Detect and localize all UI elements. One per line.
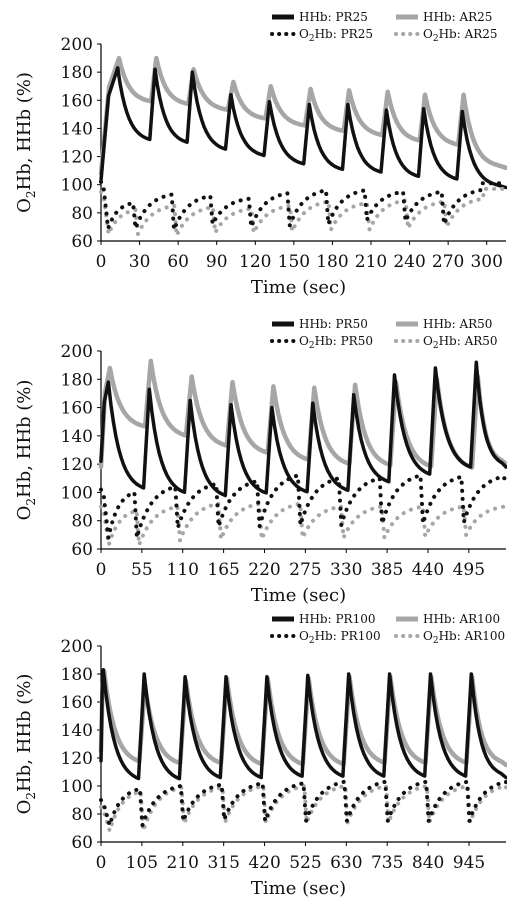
x-tick-label: 110 xyxy=(167,560,199,580)
y-tick-label: 60 xyxy=(71,540,93,560)
legend-label: HHb: PR25 xyxy=(299,10,368,24)
x-tick-label: 0 xyxy=(96,560,107,580)
x-tick-label: 210 xyxy=(167,853,199,873)
y-tick-label: 120 xyxy=(61,749,93,769)
series-line-hhb-ar50 xyxy=(98,358,507,470)
y-tick-label: 160 xyxy=(61,399,93,419)
y-tick-label: 60 xyxy=(71,232,93,252)
x-tick-label: 495 xyxy=(453,560,485,580)
series-line-hhb-pr50 xyxy=(99,360,507,498)
x-tick-label: 330 xyxy=(330,560,362,580)
x-tick-label: 385 xyxy=(371,560,403,580)
x-tick-label: 165 xyxy=(207,560,239,580)
legend-label: O2Hb: AR25 xyxy=(423,27,498,44)
y-tick-label: 100 xyxy=(61,483,93,503)
series-line-o2hb-pr25 xyxy=(99,179,507,232)
y-tick-label: 60 xyxy=(71,833,93,853)
legend: HHb: PR25 HHb: AR25 O2Hb: PR25 O2Hb: AR25 xyxy=(270,10,498,44)
x-tick-label: 55 xyxy=(131,560,153,580)
y-tick-label: 80 xyxy=(71,512,93,532)
series-line-o2hb-ar100 xyxy=(99,784,507,833)
legend-label: HHb: PR50 xyxy=(299,317,368,331)
x-tick-label: 315 xyxy=(207,853,239,873)
legend-label: HHb: AR25 xyxy=(423,10,492,24)
chart-panel-3: 60 80 100 120 140 160 180 200 0 105 210 315 420 525 63… xyxy=(14,612,507,899)
chart-panel-2: 60 80 100 120 140 160 180 200 0 55 110 165 220 275 330… xyxy=(14,317,507,606)
x-tick-label: 90 xyxy=(206,252,228,272)
legend-label: HHb: AR100 xyxy=(423,612,500,626)
x-tick-label: 220 xyxy=(248,560,280,580)
y-axis-label: O2Hb, HHb (%) xyxy=(14,674,38,815)
y-tick-label: 120 xyxy=(61,148,93,168)
series-line-o2hb-ar25 xyxy=(99,186,507,238)
y-tick-label: 200 xyxy=(61,342,93,362)
x-axis-label: Time (sec) xyxy=(251,277,346,298)
y-tick-label: 160 xyxy=(61,693,93,713)
x-axis-label: Time (sec) xyxy=(251,878,346,899)
legend: HHb: PR100 HHb: AR100 O2Hb: PR100 O2Hb: AR1… xyxy=(270,612,505,646)
x-tick-label: 420 xyxy=(248,853,280,873)
y-tick-label: 140 xyxy=(61,721,93,741)
y-tick-label: 80 xyxy=(71,805,93,825)
legend-label: O2Hb: PR25 xyxy=(299,27,373,44)
legend-label: O2Hb: PR50 xyxy=(299,334,373,351)
series-line-o2hb-ar50 xyxy=(99,501,507,547)
y-tick-label: 160 xyxy=(61,91,93,111)
x-tick-label: 0 xyxy=(96,252,107,272)
x-tick-label: 105 xyxy=(126,853,158,873)
x-tick-label: 150 xyxy=(278,252,310,272)
x-tick-label: 840 xyxy=(412,853,444,873)
y-axis-label: O2Hb, HHb (%) xyxy=(14,72,38,213)
y-tick-label: 80 xyxy=(71,204,93,224)
series-line-hhb-pr25 xyxy=(99,66,507,190)
y-tick-label: 140 xyxy=(61,427,93,447)
x-tick-label: 180 xyxy=(316,252,348,272)
series-line-o2hb-pr100 xyxy=(99,779,507,828)
x-tick-label: 240 xyxy=(393,252,425,272)
chart-panel-1: 60 80 100 120 140 160 180 200 0 30 60 90 120 150 180 21… xyxy=(14,10,507,298)
x-axis-label: Time (sec) xyxy=(251,585,346,606)
x-tick-label: 210 xyxy=(355,252,387,272)
y-tick-label: 180 xyxy=(61,370,93,390)
x-tick-label: 120 xyxy=(239,252,271,272)
x-tick-label: 270 xyxy=(432,252,464,272)
y-tick-label: 200 xyxy=(61,35,93,55)
y-tick-label: 180 xyxy=(61,665,93,685)
y-tick-label: 100 xyxy=(61,176,93,196)
y-tick-label: 120 xyxy=(61,455,93,475)
x-tick-label: 30 xyxy=(129,252,151,272)
y-axis-label: O2Hb, HHb (%) xyxy=(14,380,38,521)
x-tick-label: 60 xyxy=(167,252,189,272)
x-tick-label: 300 xyxy=(470,252,502,272)
x-tick-label: 945 xyxy=(453,853,485,873)
x-tick-label: 630 xyxy=(330,853,362,873)
x-tick-label: 0 xyxy=(96,853,107,873)
x-tick-label: 735 xyxy=(371,853,403,873)
y-tick-label: 200 xyxy=(61,637,93,657)
y-tick-label: 100 xyxy=(61,777,93,797)
legend-label: HHb: PR100 xyxy=(299,612,375,626)
legend-label: O2Hb: AR100 xyxy=(423,629,505,646)
y-tick-label: 140 xyxy=(61,119,93,139)
legend-label: O2Hb: AR50 xyxy=(423,334,498,351)
legend-label: HHb: AR50 xyxy=(423,317,492,331)
y-tick-label: 180 xyxy=(61,63,93,83)
legend-label: O2Hb: PR100 xyxy=(299,629,381,646)
legend: HHb: PR50 HHb: AR50 O2Hb: PR50 O2Hb: AR50 xyxy=(270,317,498,351)
series-line-o2hb-pr50 xyxy=(99,473,507,540)
x-tick-label: 525 xyxy=(289,853,321,873)
x-tick-label: 275 xyxy=(289,560,321,580)
x-tick-label: 440 xyxy=(412,560,444,580)
series-line-hhb-pr100 xyxy=(99,668,507,781)
series-line-hhb-ar25 xyxy=(98,55,507,176)
